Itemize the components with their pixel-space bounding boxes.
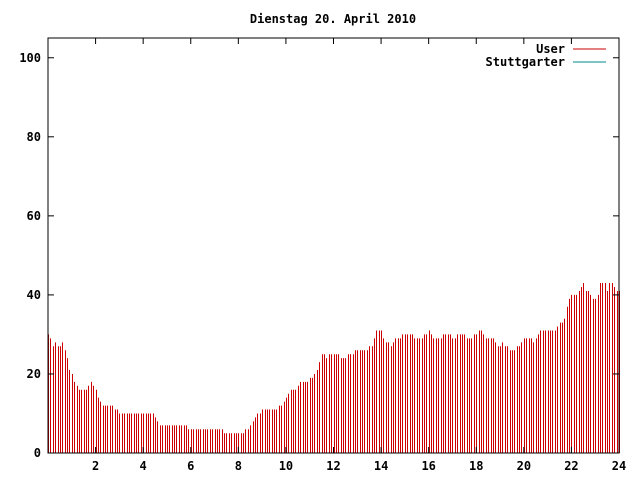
x-tick-label: 24: [612, 459, 626, 473]
x-tick-label: 18: [469, 459, 483, 473]
bars: [48, 283, 620, 453]
y-tick-label: 0: [34, 446, 41, 460]
plot-frame: [47, 37, 620, 454]
x-tick-label: 2: [92, 459, 99, 473]
y-tick-label: 40: [27, 288, 41, 302]
x-tick-label: 4: [140, 459, 147, 473]
x-tick-label: 10: [279, 459, 293, 473]
y-tick-label: 20: [27, 367, 41, 381]
y-tick-label: 100: [19, 51, 41, 65]
x-axis: 2 4 6 8 10 12 14 16 18 20 22 24: [92, 38, 626, 473]
legend: User Stuttgarter: [486, 42, 606, 69]
legend-label-stuttgarter: Stuttgarter: [486, 55, 565, 69]
x-tick-label: 14: [374, 459, 388, 473]
legend-label-user: User: [536, 42, 565, 56]
x-tick-label: 20: [517, 459, 531, 473]
y-tick-label: 80: [27, 130, 41, 144]
y-axis: 0 20 40 60 80 100: [19, 51, 619, 460]
x-tick-label: 6: [187, 459, 194, 473]
x-tick-label: 12: [326, 459, 340, 473]
chart-title: Dienstag 20. April 2010: [250, 12, 416, 26]
x-tick-label: 16: [421, 459, 435, 473]
x-tick-label: 8: [235, 459, 242, 473]
y-tick-label: 60: [27, 209, 41, 223]
x-tick-label: 22: [564, 459, 578, 473]
